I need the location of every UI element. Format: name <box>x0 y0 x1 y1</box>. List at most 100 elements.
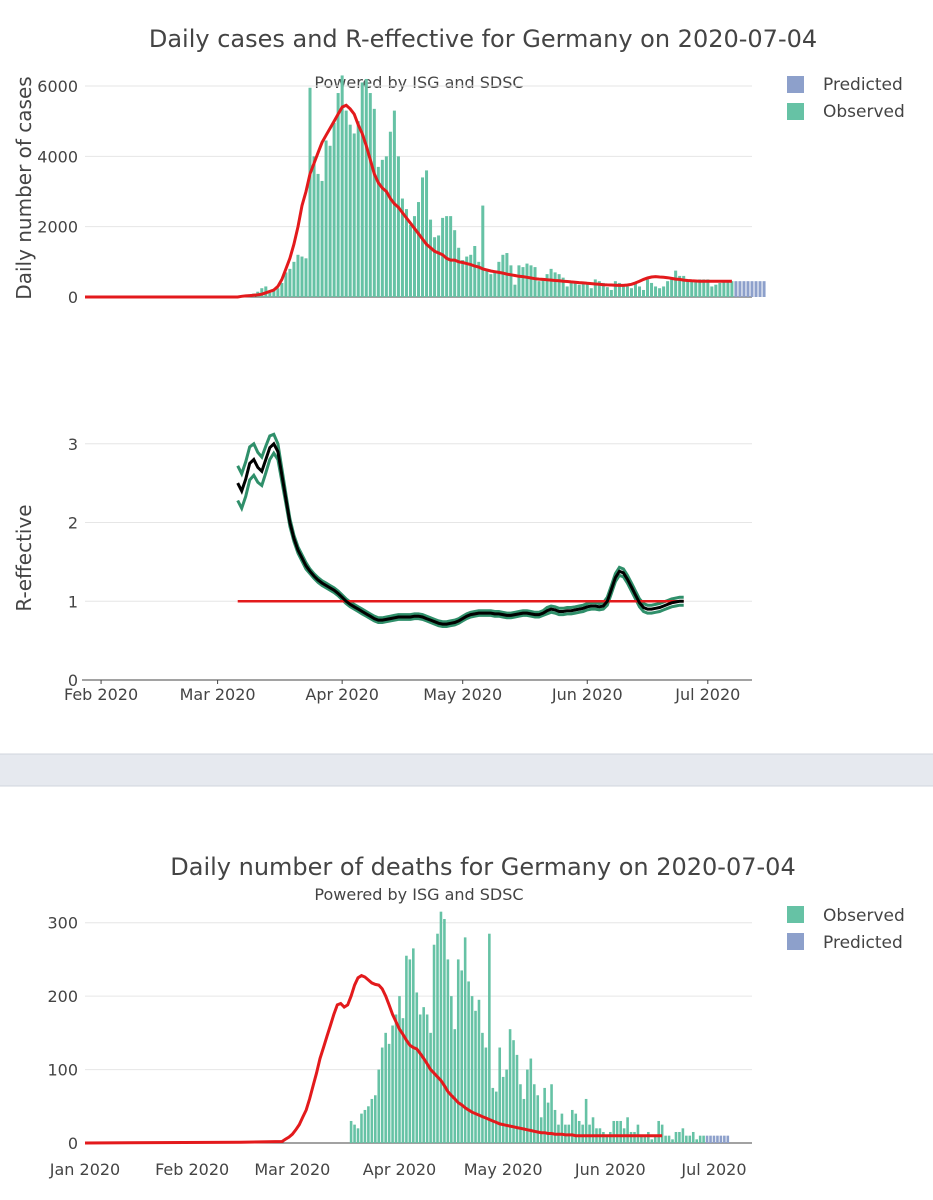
cases-observed-bar <box>344 110 348 297</box>
cases-observed-bar <box>509 265 513 297</box>
deaths-observed-bar <box>640 1135 643 1143</box>
cases-observed-bar <box>340 75 344 297</box>
cases-observed-bar <box>690 281 694 297</box>
deaths-observed-bar <box>356 1128 360 1143</box>
deaths-x-tick-label: Jul 2020 <box>680 1160 746 1179</box>
cases-observed-bar <box>557 274 561 297</box>
cases-y-tick-label: 2000 <box>37 218 78 237</box>
cases-chart-subtitle: Powered by ISG and SDSC <box>314 73 523 92</box>
cases-observed-bar <box>722 281 726 297</box>
cases-observed-bar <box>501 254 505 297</box>
deaths-observed-bar <box>519 1084 522 1143</box>
deaths-observed-bar <box>425 1014 429 1143</box>
cases-observed-bar <box>437 235 441 297</box>
deaths-observed-bar <box>360 1113 363 1143</box>
cases-observed-bar <box>521 267 525 297</box>
deaths-observed-bar <box>363 1109 367 1143</box>
cases-predicted-bar <box>738 281 742 297</box>
cases-observed-bar <box>650 282 654 297</box>
deaths-observed-bar <box>384 1032 387 1143</box>
cases-observed-bar <box>529 265 533 297</box>
deaths-legend[interactable]: Observed Predicted <box>787 906 905 953</box>
deaths-observed-bar <box>422 1007 425 1143</box>
legend-swatch-observed[interactable] <box>787 103 804 120</box>
cases-legend[interactable]: Predicted Observed <box>787 75 905 122</box>
deaths-observed-bar <box>539 1117 543 1143</box>
deaths-observed-bar <box>678 1131 681 1143</box>
deaths-observed-bar <box>546 1102 550 1143</box>
deaths-observed-bar <box>494 1091 498 1143</box>
cases-observed-bar <box>629 288 633 297</box>
deaths-observed-bar <box>560 1113 564 1143</box>
cases-observed-bar <box>292 261 296 297</box>
cases-observed-bar <box>682 275 686 297</box>
deaths-observed-bar <box>498 1047 502 1143</box>
deaths-gridlines <box>85 922 752 1144</box>
deaths-observed-bar <box>619 1120 622 1143</box>
cases-y-tick-label: 0 <box>68 288 78 307</box>
deaths-observed-bar <box>688 1135 692 1143</box>
legend-swatch-predicted[interactable] <box>787 933 804 950</box>
cases-observed-bar <box>658 288 662 297</box>
r-y-tick-label: 0 <box>68 671 78 690</box>
cases-observed-bar <box>686 279 690 297</box>
deaths-observed-bar <box>636 1124 640 1143</box>
cases-observed-bar <box>662 286 666 297</box>
cases-observed-bar <box>416 202 421 297</box>
legend-label-predicted[interactable]: Predicted <box>823 75 903 95</box>
cases-observed-bar <box>561 277 565 297</box>
cases-observed-bar <box>485 268 489 297</box>
deaths-observed-bar <box>667 1135 671 1143</box>
deaths-observed-bar <box>612 1120 616 1143</box>
cases-observed-bar <box>605 287 609 297</box>
cases-observed-bar <box>674 270 678 297</box>
cases-observed-bar <box>593 279 597 297</box>
cases-observed-bar <box>380 159 384 297</box>
cases-observed-bar <box>260 288 264 297</box>
cases-predicted-bar <box>734 281 738 297</box>
legend-swatch-predicted[interactable] <box>787 76 804 93</box>
cases-observed-bar <box>625 286 629 297</box>
cases-observed-bar <box>433 237 437 297</box>
deaths-observed-bar <box>463 937 467 1143</box>
cases-observed-bar <box>489 274 493 297</box>
deaths-chart-title: Daily number of deaths for Germany on 20… <box>170 853 795 881</box>
legend-label-predicted[interactable]: Predicted <box>823 933 903 953</box>
deaths-y-tick-label: 300 <box>47 914 78 933</box>
deaths-observed-bar <box>653 1135 657 1143</box>
cases-observed-bar <box>581 283 585 297</box>
deaths-y-ticks: 0 100 200 300 <box>47 914 78 1153</box>
deaths-observed-bar <box>477 999 481 1143</box>
deaths-observed-bar <box>660 1124 664 1143</box>
legend-label-observed[interactable]: Observed <box>823 906 905 926</box>
deaths-observed-bar <box>581 1124 584 1143</box>
deaths-observed-bar <box>536 1095 540 1143</box>
cases-observed-bar <box>617 282 621 297</box>
cases-observed-bar <box>272 290 276 297</box>
deaths-observed-bar <box>691 1131 695 1143</box>
r-x-ticks: Feb 2020 Mar 2020 Apr 2020 May 2020 Jun 2020… <box>64 680 740 704</box>
cases-y-axis-label: Daily number of cases <box>12 76 36 299</box>
deaths-observed-bar <box>577 1120 581 1143</box>
legend-swatch-observed[interactable] <box>787 906 804 923</box>
deaths-observed-bar <box>408 959 412 1143</box>
deaths-observed-bar <box>702 1135 705 1143</box>
deaths-observed-bar <box>671 1139 674 1143</box>
deaths-observed-bar <box>380 1047 384 1143</box>
deaths-observed-bar <box>349 1120 353 1143</box>
cases-observed-bar <box>710 286 714 297</box>
cases-observed-bar <box>408 224 412 297</box>
cases-observed-bar <box>633 282 637 297</box>
r-x-tick-label: May 2020 <box>423 685 502 704</box>
deaths-x-tick-label: Mar 2020 <box>254 1160 330 1179</box>
deaths-observed-bar <box>553 1109 557 1143</box>
legend-label-observed[interactable]: Observed <box>823 102 905 122</box>
deaths-x-tick-label: Apr 2020 <box>363 1160 436 1179</box>
r-y-tick-label: 2 <box>68 514 78 533</box>
deaths-y-tick-label: 100 <box>47 1061 78 1080</box>
cases-observed-bar <box>702 279 706 297</box>
cases-observed-bar <box>646 279 650 297</box>
cases-observed-bar <box>368 93 372 298</box>
cases-observed-bar <box>364 78 368 297</box>
